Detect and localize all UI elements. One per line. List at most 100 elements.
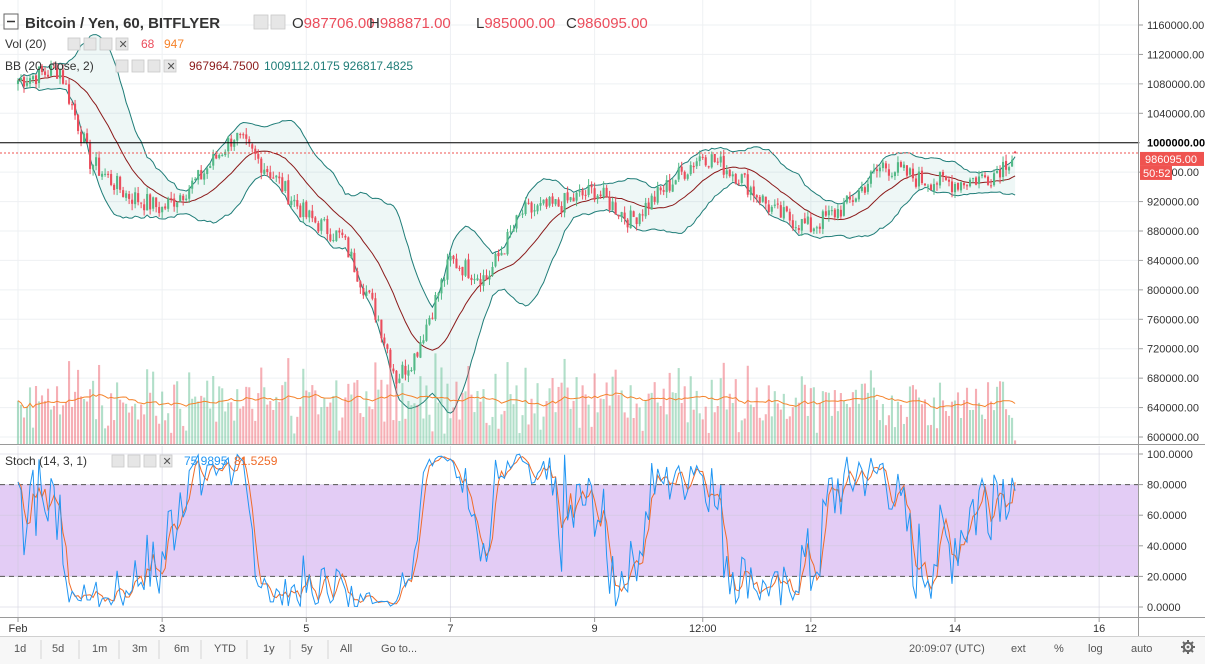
volume-bar <box>61 405 65 444</box>
volume-bars <box>16 353 1017 444</box>
volume-bar <box>218 386 221 444</box>
stoch-close-icon[interactable]: ✕ <box>159 454 173 468</box>
range-button-label: All <box>340 643 352 655</box>
candle-body <box>878 167 881 172</box>
candle-body <box>977 176 981 185</box>
volume-bar <box>950 401 954 444</box>
range-button-5y[interactable]: 5y <box>301 643 313 655</box>
candle-body <box>371 292 374 299</box>
legend-eye-icon[interactable] <box>253 14 269 30</box>
candle-body <box>608 197 611 210</box>
time-axis[interactable]: Feb 3 5 7 9 12:00 12 14 16 <box>9 617 1106 635</box>
volume-bar <box>683 386 686 444</box>
volume-bar <box>398 420 401 444</box>
volume-bar <box>881 404 884 444</box>
volume-bar <box>92 380 95 444</box>
option-button-log[interactable]: log <box>1088 643 1103 655</box>
time-tick-label: 12 <box>805 623 817 635</box>
volume-bar <box>581 385 584 444</box>
candle-body <box>851 200 854 202</box>
range-button-ytd[interactable]: YTD <box>214 643 236 655</box>
vol-close-icon[interactable]: ✕ <box>115 37 129 51</box>
range-button-1m[interactable]: 1m <box>92 643 107 655</box>
option-button-auto[interactable]: auto <box>1131 643 1152 655</box>
candle-body <box>233 140 236 147</box>
volume-bar <box>647 393 650 444</box>
bb-lower-value: 926817.4825 <box>343 59 413 73</box>
price-axis[interactable]: 1160000.00 1120000.00 1080000.00 1040000.00… <box>1138 20 1205 444</box>
price-tick-label: 800000.00 <box>1147 285 1199 297</box>
volume-bar <box>992 410 996 444</box>
legend-settings-icon[interactable] <box>270 14 286 30</box>
volume-bar <box>275 396 278 444</box>
volume-bar <box>677 368 680 444</box>
stoch-tick-label: 60.0000 <box>1147 510 1187 522</box>
candle-body <box>728 169 731 177</box>
candle-body <box>170 198 173 200</box>
volume-bar <box>596 412 599 444</box>
stoch-k-line <box>17 453 1016 608</box>
candle-body <box>209 166 212 168</box>
volume-bar <box>182 425 185 444</box>
option-button-percent[interactable]: % <box>1054 643 1064 655</box>
volume-bar <box>770 416 773 444</box>
candle-body <box>245 134 248 139</box>
option-button-ext[interactable]: ext <box>1011 643 1026 655</box>
volume-bar <box>113 420 116 444</box>
volume-bar <box>755 387 758 444</box>
volume-bar <box>179 408 182 444</box>
candle-body <box>320 219 323 231</box>
gear-icon[interactable] <box>1181 640 1195 654</box>
candle-body <box>290 200 293 205</box>
stoch-eye-icon[interactable] <box>111 454 125 468</box>
candle-body <box>52 66 56 68</box>
price-tick-label: 880000.00 <box>1147 226 1199 238</box>
option-buttons: ext% log auto <box>1011 643 1152 655</box>
candle-body <box>107 173 110 175</box>
stoch-add-icon[interactable] <box>143 454 157 468</box>
range-button-5d[interactable]: 5d <box>52 643 64 655</box>
range-button-6m[interactable]: 6m <box>174 643 189 655</box>
vol-eye-icon[interactable] <box>67 37 81 51</box>
candle-body <box>932 184 936 191</box>
vol-add-icon[interactable] <box>99 37 113 51</box>
volume-bar <box>737 432 740 444</box>
volume-bar <box>43 400 47 444</box>
range-button-1d[interactable]: 1d <box>14 643 26 655</box>
time-tick-label: 5 <box>303 623 309 635</box>
bb-settings-icon[interactable] <box>131 59 145 73</box>
volume-bar <box>98 364 101 444</box>
vol-settings-icon[interactable] <box>83 37 97 51</box>
bb-close-icon[interactable]: ✕ <box>163 59 177 73</box>
volume-bar <box>482 389 485 444</box>
candle-body <box>635 217 638 225</box>
bb-eye-icon[interactable] <box>115 59 129 73</box>
candle-body <box>476 278 479 281</box>
stoch-axis[interactable]: 100.0000 80.0000 60.0000 40.0000 20.0000 0.00… <box>1138 449 1193 614</box>
bb-add-icon[interactable] <box>147 59 161 73</box>
candle-body <box>1005 160 1008 170</box>
candle-body <box>632 211 635 217</box>
range-button-all[interactable]: All <box>340 643 352 655</box>
range-button-3m[interactable]: 3m <box>132 643 147 655</box>
volume-bar <box>734 379 737 444</box>
volume-bar <box>905 416 908 444</box>
candle-body <box>407 370 410 376</box>
volume-bar <box>308 392 311 444</box>
price-pane[interactable] <box>0 0 1138 444</box>
stoch-settings-icon[interactable] <box>127 454 141 468</box>
volume-bar <box>932 397 936 444</box>
level-label: 1000000.00 <box>1147 138 1205 150</box>
goto-button[interactable]: Go to... <box>381 643 417 655</box>
volume-bar <box>287 358 290 444</box>
candle-body <box>473 279 476 281</box>
candle-body <box>629 210 632 229</box>
range-button-1y[interactable]: 1y <box>263 643 275 655</box>
stoch-pane[interactable] <box>0 446 1138 617</box>
candle-body <box>437 293 440 296</box>
candle-body <box>539 203 542 206</box>
volume-bar <box>371 409 374 444</box>
candle-body <box>317 223 320 232</box>
volume-bar <box>749 404 752 444</box>
candle-body <box>128 194 131 199</box>
